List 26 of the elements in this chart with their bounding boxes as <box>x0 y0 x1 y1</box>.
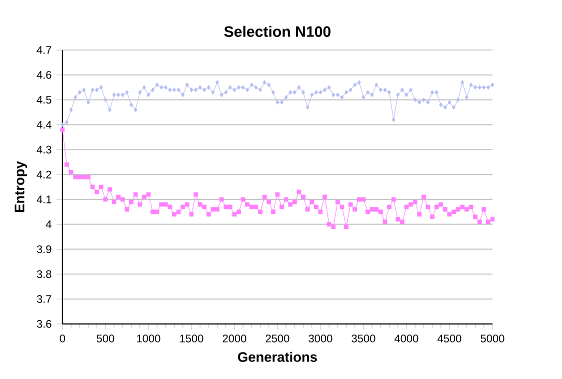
y-tick-label: 3.9 <box>36 246 52 254</box>
y-tick-label: 3.7 <box>36 295 52 304</box>
x-tick-label: 2000 <box>222 334 246 343</box>
y-axis-title: Entropy <box>14 161 28 212</box>
x-tick-label: 4500 <box>438 334 462 343</box>
y-tick-label: 4.3 <box>36 146 52 154</box>
x-tick-label: 1500 <box>180 334 204 343</box>
chart-title: Selection N100 <box>224 26 330 38</box>
x-axis-title: Generations <box>238 352 317 362</box>
y-tick-label: 3.8 <box>36 270 52 278</box>
x-tick-label: 5000 <box>480 334 504 343</box>
x-tick-label: 3500 <box>352 334 376 343</box>
y-tick-label: 4 <box>46 220 52 228</box>
x-tick-label: 3000 <box>308 334 332 343</box>
y-tick-label: 3.6 <box>36 320 52 328</box>
x-tick-label: 500 <box>96 334 114 343</box>
x-tick-label: 4000 <box>394 334 418 343</box>
y-tick-label: 4.7 <box>36 46 52 54</box>
y-tick-label: 4.5 <box>36 96 52 104</box>
x-tick-label: 1000 <box>137 334 160 343</box>
y-tick-label: 4.6 <box>36 71 52 80</box>
x-tick-label: 0 <box>60 334 66 343</box>
y-tick-label: 4.1 <box>36 196 52 204</box>
y-tick-label: 4.4 <box>36 121 52 129</box>
x-tick-label: 2500 <box>266 334 290 343</box>
y-tick-label: 4.2 <box>36 170 52 179</box>
